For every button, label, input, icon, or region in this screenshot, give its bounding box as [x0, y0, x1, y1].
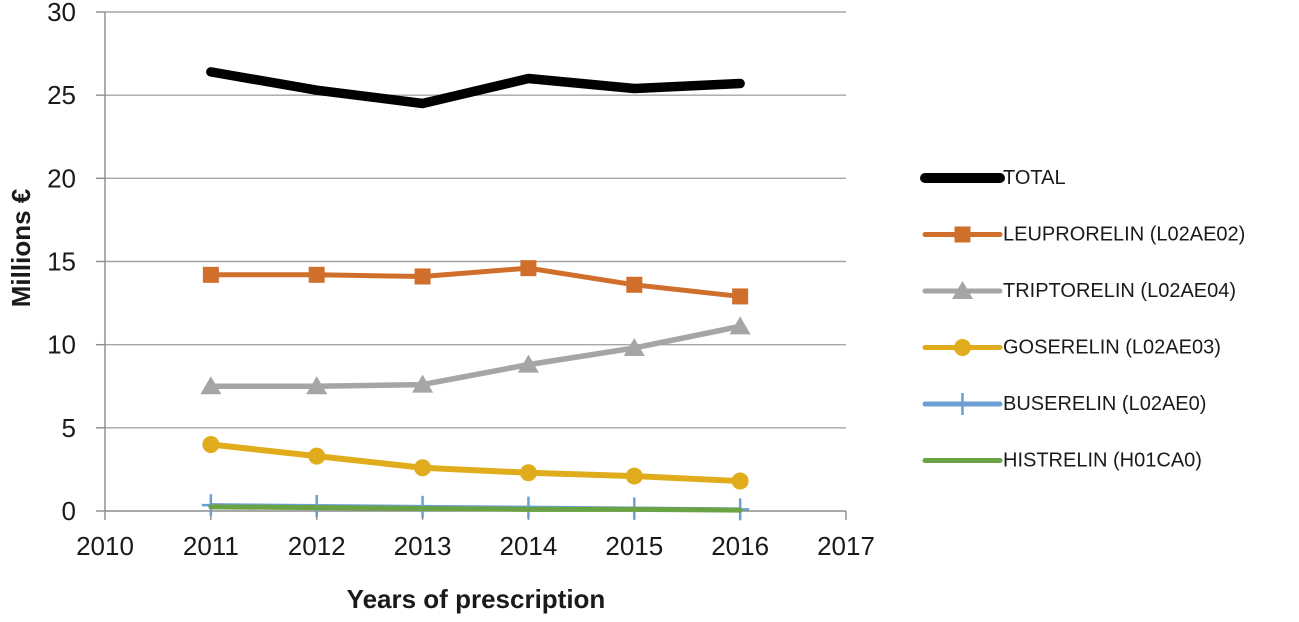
legend-label-histrelin: HISTRELIN (H01CA0)	[1003, 450, 1202, 472]
grid-layer	[96, 11, 847, 520]
data-point-marker-goserelin	[625, 467, 643, 485]
data-point-marker-leuprorelin	[626, 276, 643, 293]
legend-item-histrelin: HISTRELIN (H01CA0)	[922, 450, 1202, 472]
legend: TOTAL LEUPRORELIN (L02AE02) TRIPTORELIN (L…	[920, 167, 1245, 472]
y-tick-label: 20	[47, 163, 76, 193]
legend-marker-triptorelin	[952, 281, 973, 299]
series-line-leuprorelin	[208, 265, 743, 299]
legend-item-buserelin: BUSERELIN (L02AE0)	[922, 393, 1206, 415]
data-point-marker-leuprorelin	[732, 288, 749, 305]
data-point-marker-triptorelin	[623, 337, 645, 356]
x-tick-label: 2016	[711, 531, 769, 561]
x-axis-title: Years of prescription	[347, 584, 606, 614]
tick-label-layer: 0 5 10 15 20 25 30 2010 2011 2012 2013 2014 2015 2016…	[47, 0, 875, 561]
data-point-marker-leuprorelin	[520, 260, 537, 277]
series-layer	[200, 67, 751, 521]
data-point-marker-leuprorelin	[202, 266, 219, 283]
legend-label-triptorelin: TRIPTORELIN (L02AE04)	[1003, 280, 1236, 302]
legend-label-goserelin: GOSERELIN (L02AE03)	[1003, 337, 1221, 359]
legend-item-goserelin: GOSERELIN (L02AE03)	[922, 337, 1221, 359]
legend-item-triptorelin: TRIPTORELIN (L02AE04)	[922, 280, 1236, 302]
y-tick-label: 10	[47, 330, 76, 360]
data-point-marker-triptorelin	[200, 376, 222, 395]
x-tick-label: 2010	[76, 531, 134, 561]
data-point-marker-goserelin	[519, 464, 537, 482]
series-line-triptorelin	[208, 323, 743, 389]
data-point-marker-leuprorelin	[308, 266, 325, 283]
y-axis-title: Millions €	[6, 189, 36, 307]
series-line-goserelin	[207, 441, 744, 485]
legend-label-buserelin: BUSERELIN (L02AE0)	[1003, 393, 1206, 415]
legend-label-leuprorelin: LEUPRORELIN (L02AE02)	[1003, 224, 1245, 246]
x-tick-label: 2014	[500, 531, 558, 561]
x-tick-label: 2013	[394, 531, 452, 561]
y-tick-label: 5	[62, 413, 76, 443]
y-tick-label: 25	[47, 80, 76, 110]
data-point-marker-goserelin	[202, 435, 220, 453]
data-point-marker-triptorelin	[412, 374, 434, 393]
x-tick-label: 2012	[288, 531, 346, 561]
x-tick-label: 2017	[817, 531, 875, 561]
legend-label-total: TOTAL	[1003, 167, 1066, 189]
data-point-marker-triptorelin	[517, 354, 539, 373]
y-tick-label: 30	[47, 0, 76, 27]
data-point-marker-leuprorelin	[414, 268, 431, 285]
data-point-marker-goserelin	[414, 459, 432, 477]
data-point-marker-goserelin	[308, 447, 326, 465]
data-point-marker-triptorelin	[306, 376, 328, 395]
data-point-marker-triptorelin	[729, 316, 751, 335]
legend-marker-goserelin	[954, 339, 971, 356]
x-tick-label: 2011	[183, 531, 239, 561]
legend-item-leuprorelin: LEUPRORELIN (L02AE02)	[922, 224, 1245, 246]
series-line-total	[206, 67, 745, 109]
data-point-marker-goserelin	[731, 472, 749, 490]
x-tick-label: 2015	[605, 531, 663, 561]
legend-item-total: TOTAL	[920, 167, 1066, 189]
series-line-histrelin	[208, 504, 743, 513]
y-tick-label: 0	[62, 496, 76, 526]
legend-marker-leuprorelin	[954, 226, 971, 243]
y-tick-label: 15	[47, 247, 76, 277]
